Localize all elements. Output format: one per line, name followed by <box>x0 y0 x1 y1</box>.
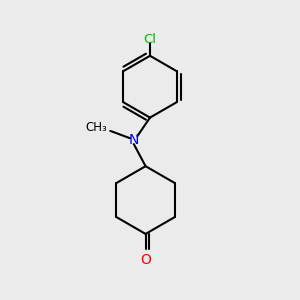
Text: Cl: Cl <box>143 33 157 46</box>
Text: CH₃: CH₃ <box>85 122 107 134</box>
Text: N: N <box>129 133 139 147</box>
Text: O: O <box>140 253 151 267</box>
